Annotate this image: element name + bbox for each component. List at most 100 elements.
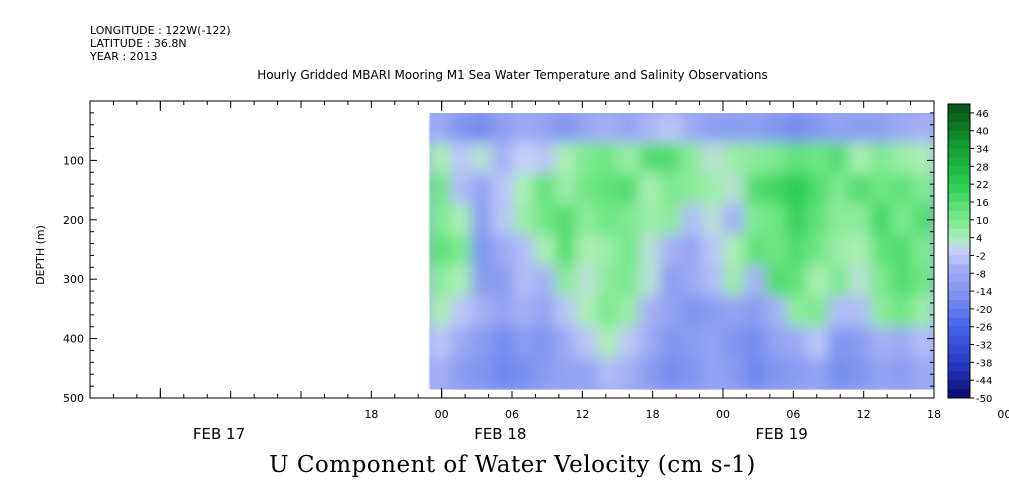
colorbar-swatch bbox=[948, 308, 970, 319]
heatmap-cell bbox=[786, 357, 809, 390]
colorbar-label: -20 bbox=[976, 305, 992, 316]
heatmap-cell bbox=[576, 203, 599, 237]
colorbar-label: 46 bbox=[976, 109, 989, 120]
heatmap-cell bbox=[723, 265, 746, 298]
heatmap-cell bbox=[702, 296, 725, 329]
heatmap-cell bbox=[576, 113, 599, 145]
heatmap-cell bbox=[786, 296, 809, 329]
colorbar-swatch bbox=[948, 353, 970, 363]
heatmap-cell bbox=[765, 265, 788, 298]
colorbar-label: -2 bbox=[976, 251, 986, 262]
x-tick-label: 12 bbox=[575, 408, 589, 421]
heatmap-cell bbox=[576, 296, 599, 329]
heatmap-cell bbox=[723, 357, 746, 390]
x-tick-label: 00 bbox=[435, 408, 449, 421]
heatmap-cell bbox=[681, 234, 704, 268]
chart-title: Hourly Gridded MBARI Mooring M1 Sea Wate… bbox=[257, 68, 768, 82]
heatmap-cell bbox=[723, 326, 746, 360]
heatmap-cell bbox=[555, 142, 578, 176]
heatmap-cell bbox=[849, 113, 872, 145]
heatmap-cell bbox=[702, 234, 725, 268]
heatmap-cell bbox=[555, 357, 578, 390]
colorbar-swatch bbox=[948, 380, 970, 390]
x-axis-title: U Component of Water Velocity (cm s-1) bbox=[269, 452, 756, 478]
heatmap-cell bbox=[807, 113, 830, 145]
heatmap-cell bbox=[660, 113, 683, 145]
heatmap-cell bbox=[702, 265, 725, 298]
heatmap-cell bbox=[870, 326, 893, 360]
heatmap-cell bbox=[428, 142, 452, 176]
heatmap-cell bbox=[639, 142, 662, 176]
heatmap-cell bbox=[428, 265, 452, 298]
colorbar-swatch bbox=[948, 210, 970, 221]
heatmap-cell bbox=[618, 173, 641, 206]
heatmap-cell bbox=[849, 357, 872, 390]
x-tick-label: 18 bbox=[364, 408, 378, 421]
colorbar-swatch bbox=[948, 121, 970, 132]
colorbar-swatch bbox=[948, 362, 970, 372]
colorbar-label: 22 bbox=[976, 180, 989, 191]
heatmap-cell bbox=[912, 173, 934, 206]
colorbar-swatch bbox=[948, 237, 970, 247]
heatmap-cell bbox=[912, 296, 934, 329]
heatmap-cell bbox=[744, 265, 767, 298]
heatmap-cell bbox=[428, 296, 452, 329]
x-tick-label: 00 bbox=[716, 408, 730, 421]
heatmap-cell bbox=[534, 142, 557, 176]
heatmap-cell bbox=[513, 265, 536, 298]
heatmap-cell bbox=[744, 142, 767, 176]
x-day-label: FEB 19 bbox=[756, 425, 808, 443]
colorbar-label: -8 bbox=[976, 269, 986, 280]
heatmap-cell bbox=[449, 173, 473, 206]
x-tick-label: 18 bbox=[646, 408, 660, 421]
heatmap-cell bbox=[597, 296, 620, 329]
heatmap-cell bbox=[660, 326, 683, 360]
heatmap-cell bbox=[786, 234, 809, 268]
colorbar-swatch bbox=[948, 300, 970, 310]
heatmap-cell bbox=[912, 142, 934, 176]
heatmap-cell bbox=[807, 203, 830, 237]
heatmap-cell bbox=[765, 173, 788, 206]
colorbar-swatch bbox=[948, 193, 970, 203]
heatmap-cell bbox=[513, 142, 536, 176]
heatmap-cell bbox=[513, 326, 536, 360]
heatmap-cell bbox=[807, 234, 830, 268]
heatmap-cell bbox=[786, 326, 809, 360]
heatmap-cell bbox=[660, 173, 683, 206]
heatmap-cell bbox=[765, 142, 788, 176]
heatmap-cell bbox=[534, 173, 557, 206]
colorbar-swatch bbox=[948, 317, 970, 328]
x-tick-label: 06 bbox=[786, 408, 800, 421]
colorbar-swatch bbox=[948, 202, 970, 212]
heatmap-cell bbox=[807, 326, 830, 360]
heatmap-cell bbox=[702, 326, 725, 360]
heatmap-cell bbox=[492, 265, 515, 298]
heatmap-cell bbox=[828, 142, 851, 176]
heatmap-cell bbox=[639, 357, 662, 390]
x-day-label: FEB 17 bbox=[193, 425, 245, 443]
colorbar-label: 4 bbox=[976, 234, 982, 245]
heatmap-cell bbox=[786, 173, 809, 206]
heatmap-cell bbox=[534, 113, 557, 145]
heatmap-cell bbox=[702, 173, 725, 206]
heatmap-cell bbox=[723, 142, 746, 176]
heatmap-cell bbox=[428, 234, 452, 268]
heatmap-cell bbox=[702, 357, 725, 390]
heatmap-cell bbox=[618, 326, 641, 360]
colorbar-swatch bbox=[948, 184, 970, 194]
colorbar-swatch bbox=[948, 291, 970, 301]
heatmap-cell bbox=[660, 203, 683, 237]
heatmap-cell bbox=[597, 234, 620, 268]
heatmap-cell bbox=[449, 113, 473, 145]
heatmap-cell bbox=[555, 234, 578, 268]
colorbar-swatch bbox=[948, 104, 970, 114]
colorbar-label: -32 bbox=[976, 341, 992, 352]
colorbar-swatch bbox=[948, 166, 970, 176]
heatmap-cell bbox=[555, 296, 578, 329]
longitude-label: LONGITUDE : 122W(-122) bbox=[90, 24, 231, 37]
colorbar-swatch bbox=[948, 273, 970, 283]
heatmap-cell bbox=[828, 357, 851, 390]
heatmap-cell bbox=[744, 326, 767, 360]
heatmap-cell bbox=[534, 265, 557, 298]
colorbar-swatch bbox=[948, 228, 970, 239]
